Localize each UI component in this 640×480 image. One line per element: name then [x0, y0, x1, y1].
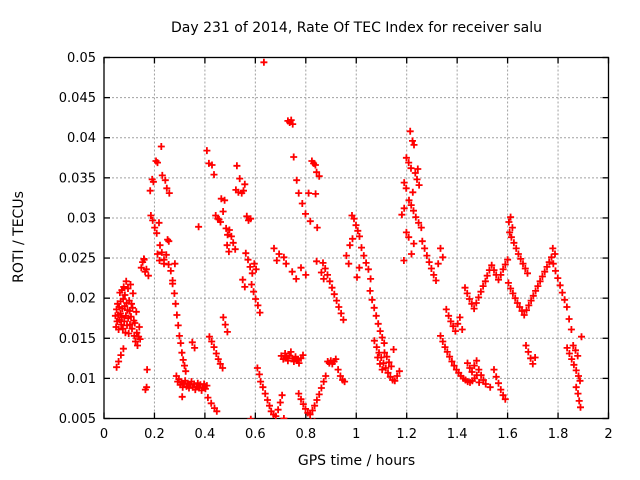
y-tick-label: 0.01 [67, 372, 96, 387]
data-point-markers [111, 58, 585, 419]
y-tick-label: 0.015 [59, 332, 96, 347]
x-tick-label: 1.2 [396, 427, 417, 442]
y-tick-label: 0.05 [67, 51, 96, 66]
y-tick-label: 0.03 [67, 211, 96, 226]
x-tick-label: 0.6 [245, 427, 266, 442]
tick-labels: 0 0.2 0.4 0.6 0.8 1 1.2 1.4 1.6 1.8 2 0.005 0.01 0.01… [59, 51, 613, 442]
x-tick-label: 0.8 [295, 427, 316, 442]
grid-lines [104, 57, 609, 419]
y-tick-label: 0.02 [67, 292, 96, 307]
y-tick-label: 0.045 [59, 91, 96, 106]
x-axis-label: GPS time / hours [297, 453, 416, 469]
x-tick-label: 0.2 [144, 427, 165, 442]
x-tick-label: 0 [100, 427, 108, 442]
scatter-points [111, 58, 585, 419]
x-tick-label: 2 [604, 427, 612, 442]
x-tick-label: 1.4 [447, 427, 468, 442]
plot-frame-and-ticks [103, 56, 610, 420]
y-tick-label: 0.025 [59, 252, 96, 267]
y-tick-label: 0.005 [59, 412, 96, 427]
x-tick-label: 1.8 [548, 427, 569, 442]
x-tick-label: 1.6 [497, 427, 518, 442]
x-tick-label: 0.4 [195, 427, 216, 442]
x-tick-label: 1 [352, 427, 360, 442]
chart-title: Day 231 of 2014, Rate Of TEC Index for r… [170, 20, 542, 36]
y-tick-label: 0.035 [59, 171, 96, 186]
y-tick-label: 0.04 [67, 131, 96, 146]
